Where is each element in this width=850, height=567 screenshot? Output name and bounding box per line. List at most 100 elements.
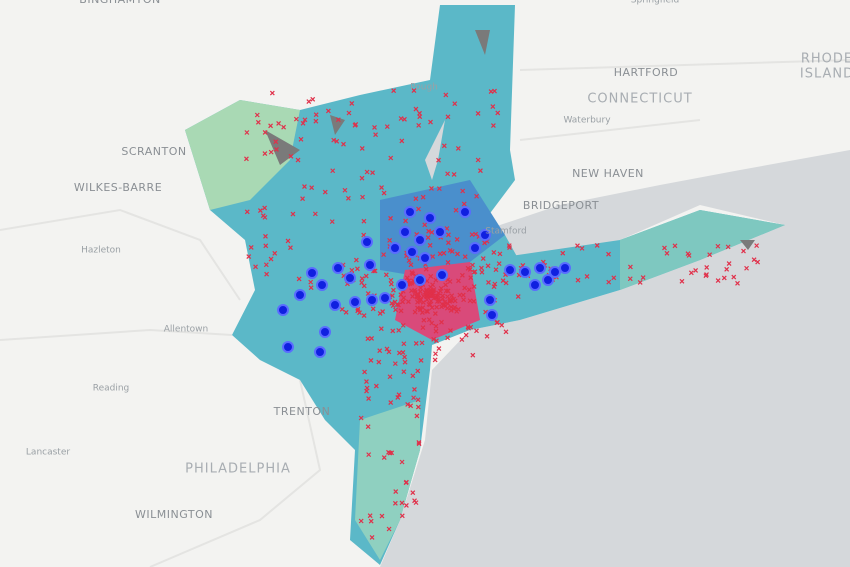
- cross-marker: [428, 298, 434, 304]
- cross-marker: [427, 292, 433, 298]
- cross-marker: [495, 319, 500, 325]
- cross-marker: [422, 222, 428, 228]
- cross-marker: [465, 324, 471, 330]
- cross-marker: [313, 118, 319, 124]
- cross-marker: [466, 287, 472, 293]
- cross-marker: [393, 489, 399, 495]
- cross-marker: [293, 116, 299, 122]
- cross-marker: [420, 305, 426, 311]
- dot-marker: [479, 229, 491, 241]
- cross-marker: [403, 218, 409, 224]
- cross-marker: [369, 336, 375, 341]
- cross-marker: [461, 201, 467, 207]
- cross-marker: [335, 117, 341, 123]
- dot-marker: [364, 259, 376, 271]
- river: [425, 120, 445, 180]
- cross-marker: [443, 288, 449, 294]
- cross-marker: [309, 185, 315, 191]
- cross-marker: [410, 490, 416, 496]
- cross-marker: [415, 291, 421, 297]
- cross-marker: [364, 388, 369, 394]
- cross-marker: [432, 311, 438, 316]
- cross-marker: [462, 254, 468, 260]
- cross-marker: [448, 328, 453, 334]
- cross-marker: [454, 237, 460, 242]
- cross-marker: [751, 257, 757, 263]
- cross-marker: [415, 397, 421, 403]
- cross-marker: [389, 293, 395, 299]
- cross-marker: [381, 190, 387, 196]
- cross-marker: [405, 402, 411, 407]
- cross-marker: [248, 245, 254, 250]
- dot-marker: [414, 274, 426, 286]
- cross-marker: [263, 243, 269, 249]
- cross-marker: [413, 196, 419, 202]
- place-label: Allentown: [164, 325, 209, 335]
- cross-marker: [627, 264, 633, 270]
- cross-marker: [410, 294, 415, 299]
- cross-marker: [406, 299, 411, 305]
- cross-marker: [426, 228, 432, 234]
- cross-marker: [387, 237, 393, 243]
- cross-marker: [606, 251, 611, 257]
- cross-marker: [396, 327, 402, 333]
- place-labels: BINGHAMTON Springfield HARTFORD RHODEISLAND…: [26, 0, 850, 521]
- dot-marker: [484, 294, 496, 306]
- cross-marker: [417, 110, 422, 116]
- cross-marker: [429, 320, 435, 326]
- cross-marker: [436, 346, 442, 351]
- cross-marker: [268, 123, 274, 129]
- cross-marker: [455, 146, 461, 151]
- dot-marker: [314, 346, 326, 358]
- cross-marker: [400, 350, 406, 355]
- dot-marker: [294, 289, 306, 301]
- cross-marker: [446, 232, 451, 238]
- cross-marker: [403, 503, 409, 508]
- dot-marker: [459, 206, 471, 218]
- cross-marker: [325, 108, 331, 114]
- region-patch: [355, 400, 420, 560]
- cross-marker: [429, 305, 435, 311]
- cross-marker: [322, 189, 328, 195]
- cross-marker: [260, 213, 266, 219]
- cross-marker: [415, 404, 421, 410]
- cross-marker: [413, 340, 419, 346]
- cross-marker: [424, 290, 429, 296]
- cross-marker: [413, 106, 419, 112]
- cross-marker: [273, 139, 279, 145]
- dot-marker: [332, 262, 344, 274]
- cross-marker: [423, 266, 429, 272]
- cross-marker: [361, 283, 367, 289]
- cross-marker: [388, 281, 394, 287]
- cross-marker: [399, 138, 405, 144]
- cross-marker: [433, 328, 439, 334]
- cross-marker: [715, 243, 721, 249]
- place-label: BINGHAMTON: [79, 0, 160, 6]
- cross-marker: [400, 322, 406, 328]
- dot-marker: [316, 279, 328, 291]
- cross-marker: [393, 307, 398, 313]
- cross-marker: [263, 233, 268, 239]
- cross-marker: [366, 452, 372, 458]
- cross-marker: [440, 296, 446, 302]
- cross-marker: [685, 251, 691, 257]
- cross-marker: [402, 354, 408, 360]
- place-label: ISLAND: [800, 67, 850, 82]
- cross-marker: [361, 313, 367, 319]
- cross-marker: [268, 256, 274, 262]
- cross-marker: [403, 480, 409, 486]
- cross-marker: [372, 124, 377, 130]
- cross-marker: [386, 349, 392, 355]
- cross-marker: [244, 156, 249, 162]
- cross-marker: [391, 88, 397, 94]
- cross-marker: [420, 194, 426, 200]
- dot-marker: [277, 304, 289, 316]
- cross-marker: [379, 513, 385, 519]
- cross-marker: [611, 275, 617, 281]
- cross-marker: [471, 298, 477, 304]
- cross-marker: [411, 88, 417, 94]
- place-label: Hazleton: [81, 246, 121, 256]
- cross-marker: [637, 279, 643, 285]
- cross-marker: [419, 340, 425, 346]
- cross-marker: [416, 122, 422, 128]
